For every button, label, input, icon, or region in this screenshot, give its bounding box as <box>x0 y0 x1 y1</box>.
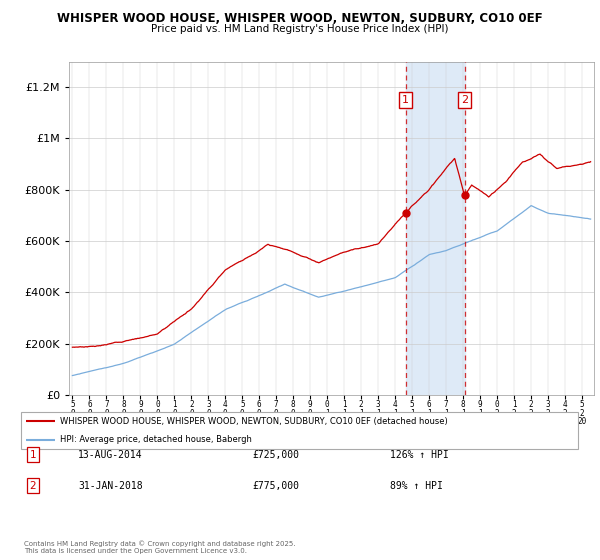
Text: 31-JAN-2018: 31-JAN-2018 <box>78 480 143 491</box>
Text: £775,000: £775,000 <box>252 480 299 491</box>
Text: 13-AUG-2014: 13-AUG-2014 <box>78 450 143 460</box>
Text: WHISPER WOOD HOUSE, WHISPER WOOD, NEWTON, SUDBURY, CO10 0EF (detached house): WHISPER WOOD HOUSE, WHISPER WOOD, NEWTON… <box>60 417 448 426</box>
Text: 2: 2 <box>29 480 37 491</box>
Text: 89% ↑ HPI: 89% ↑ HPI <box>390 480 443 491</box>
Text: £725,000: £725,000 <box>252 450 299 460</box>
Text: 1: 1 <box>29 450 37 460</box>
Text: 2: 2 <box>461 95 468 105</box>
Text: Contains HM Land Registry data © Crown copyright and database right 2025.
This d: Contains HM Land Registry data © Crown c… <box>24 541 296 554</box>
Text: WHISPER WOOD HOUSE, WHISPER WOOD, NEWTON, SUDBURY, CO10 0EF: WHISPER WOOD HOUSE, WHISPER WOOD, NEWTON… <box>57 12 543 25</box>
Text: Price paid vs. HM Land Registry's House Price Index (HPI): Price paid vs. HM Land Registry's House … <box>151 24 449 34</box>
Text: HPI: Average price, detached house, Babergh: HPI: Average price, detached house, Babe… <box>60 436 252 445</box>
Bar <box>406 62 464 395</box>
Text: 126% ↑ HPI: 126% ↑ HPI <box>390 450 449 460</box>
FancyBboxPatch shape <box>21 413 578 449</box>
Text: 1: 1 <box>402 95 409 105</box>
